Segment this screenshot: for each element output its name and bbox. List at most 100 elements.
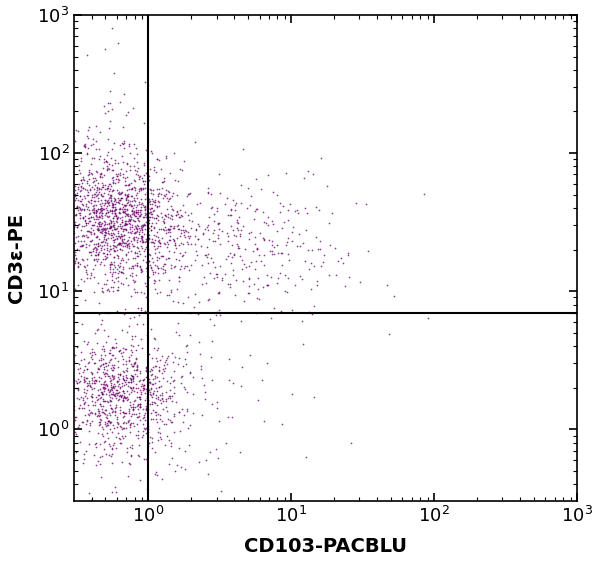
Point xyxy=(166,211,176,220)
Point xyxy=(138,238,148,247)
Point xyxy=(89,359,98,368)
Point xyxy=(122,220,131,229)
Point xyxy=(86,212,96,221)
Point xyxy=(142,399,152,408)
Point xyxy=(70,256,79,265)
Point xyxy=(119,90,129,99)
Point xyxy=(104,180,113,189)
Point xyxy=(82,265,91,274)
Point xyxy=(150,198,160,207)
Point xyxy=(125,196,135,205)
Point xyxy=(85,489,94,498)
Point xyxy=(146,409,156,418)
Point xyxy=(134,211,143,220)
Point xyxy=(115,204,124,213)
Point xyxy=(200,388,209,397)
Point xyxy=(133,401,143,410)
Point xyxy=(88,221,97,230)
Point xyxy=(105,224,115,233)
Point xyxy=(94,391,104,400)
Point xyxy=(70,247,79,256)
Point xyxy=(124,322,133,331)
Point xyxy=(160,260,169,269)
Point xyxy=(51,181,61,190)
Point xyxy=(61,245,71,254)
Point xyxy=(100,382,109,391)
Point xyxy=(100,445,109,454)
Point xyxy=(136,184,145,193)
Point xyxy=(79,176,89,185)
Point xyxy=(75,192,85,201)
Point xyxy=(134,399,143,408)
Point xyxy=(157,252,166,261)
Point xyxy=(139,158,149,167)
Point xyxy=(252,245,262,254)
Point xyxy=(124,236,133,245)
Point xyxy=(149,279,158,288)
Point xyxy=(160,364,170,373)
Point xyxy=(151,407,161,416)
Point xyxy=(137,380,146,389)
Point xyxy=(186,240,196,249)
Point xyxy=(106,379,116,388)
Point xyxy=(166,227,175,236)
Point xyxy=(124,244,134,253)
Point xyxy=(140,425,149,434)
Point xyxy=(100,384,110,393)
Point xyxy=(97,226,106,235)
Point xyxy=(138,431,148,440)
Point xyxy=(53,196,62,205)
Point xyxy=(106,194,116,203)
Point xyxy=(108,286,118,295)
Point xyxy=(122,374,132,383)
Point xyxy=(108,406,118,415)
Point xyxy=(284,249,293,258)
Point xyxy=(126,360,136,369)
Point xyxy=(180,385,190,394)
Point xyxy=(147,444,157,453)
Point xyxy=(113,373,122,382)
Point xyxy=(79,140,88,149)
Point xyxy=(178,221,188,230)
Point xyxy=(131,208,141,217)
Point xyxy=(120,173,130,182)
Point xyxy=(169,377,178,386)
Point xyxy=(290,207,300,216)
Point xyxy=(58,401,67,410)
Point xyxy=(86,495,96,504)
Point xyxy=(142,404,151,413)
Point xyxy=(118,344,127,353)
Point xyxy=(142,394,152,403)
Point xyxy=(106,260,115,269)
Point xyxy=(99,234,109,243)
Point xyxy=(94,204,103,213)
Point xyxy=(236,199,246,208)
Point xyxy=(77,194,87,203)
Point xyxy=(132,243,142,252)
Point xyxy=(160,266,170,275)
Point xyxy=(97,212,107,221)
Point xyxy=(41,206,51,215)
Point xyxy=(193,219,203,228)
Point xyxy=(135,415,145,424)
Point xyxy=(71,447,80,456)
Point xyxy=(101,184,110,193)
Point xyxy=(66,374,76,383)
Point xyxy=(161,186,171,195)
Point xyxy=(65,432,74,441)
Point xyxy=(87,170,97,179)
Point xyxy=(72,222,82,231)
Point xyxy=(137,199,146,208)
Point xyxy=(67,275,77,284)
Point xyxy=(50,368,59,377)
Point xyxy=(100,244,109,253)
Point xyxy=(101,157,111,166)
Point xyxy=(69,220,79,229)
Point xyxy=(94,355,103,364)
Point xyxy=(121,418,130,427)
Point xyxy=(113,265,122,274)
Point xyxy=(251,256,261,265)
Point xyxy=(106,222,116,231)
Point xyxy=(135,386,145,395)
Point xyxy=(146,185,156,194)
